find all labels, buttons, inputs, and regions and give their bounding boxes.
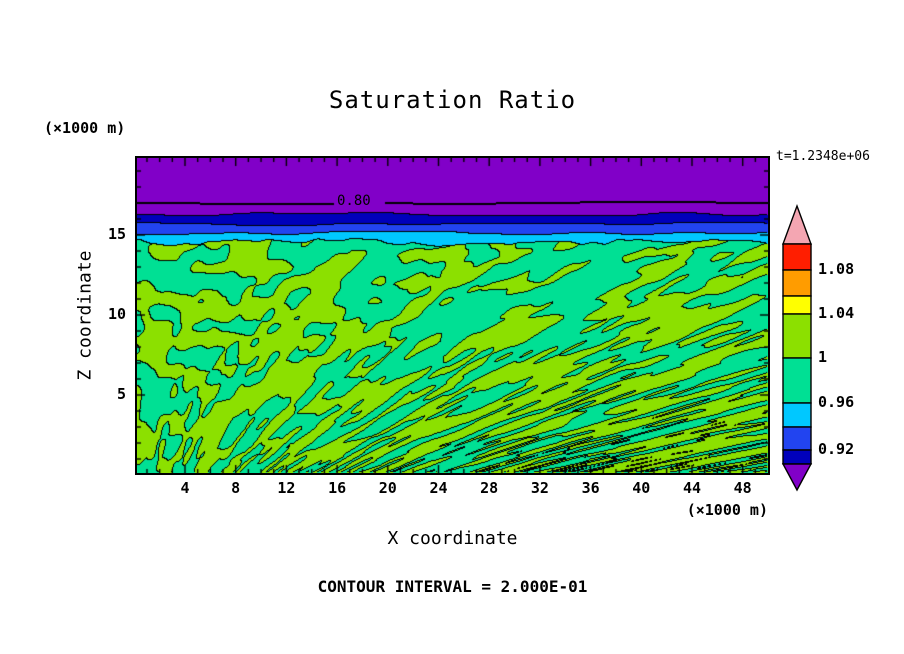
x-axis-label: X coordinate <box>387 528 518 549</box>
x-tick-label: 48 <box>733 479 752 497</box>
colorbar-segment-navy <box>782 449 812 465</box>
colorbar-segment-cyan <box>782 402 812 428</box>
colorbar-tick-label: 1.04 <box>818 304 855 322</box>
colorbar-segment-teal <box>782 357 812 404</box>
plot-frame <box>135 156 770 475</box>
colorbar-tick-label: 0.92 <box>818 440 855 458</box>
contour-line-label: 0.80 <box>337 193 371 209</box>
x-tick-label: 28 <box>480 479 499 497</box>
x-tick-label: 12 <box>277 479 296 497</box>
colorbar-segment-pink <box>781 203 813 245</box>
contour-field-canvas <box>137 158 768 473</box>
colorbar-tick-label: 1.08 <box>818 260 855 278</box>
contour-interval-note: CONTOUR INTERVAL = 2.000E-01 <box>317 577 588 596</box>
x-axis-units: (×1000 m) <box>686 501 768 519</box>
colorbar-segment-purple <box>781 463 813 492</box>
colorbar-tick-label: 0.96 <box>818 393 855 411</box>
x-tick-label: 44 <box>682 479 702 497</box>
colorbar-tick-label: 1 <box>818 348 828 366</box>
x-tick-label: 24 <box>429 479 448 497</box>
x-tick-label: 40 <box>632 479 651 497</box>
colorbar-segment-yellow_green <box>782 313 812 359</box>
x-tick-label: 32 <box>530 479 549 497</box>
colorbar-segment-orange <box>782 269 812 297</box>
colorbar-segment-blue <box>782 426 812 451</box>
chart-title: Saturation Ratio <box>328 86 577 114</box>
x-tick-label: 36 <box>581 479 600 497</box>
x-tick-label: 4 <box>180 479 190 497</box>
time-annotation: t=1.2348e+06 <box>776 149 870 164</box>
z-tick-label: 10 <box>107 305 126 323</box>
colorbar <box>781 203 813 492</box>
z-tick-label: 15 <box>107 225 126 243</box>
colorbar-segment-red <box>782 243 812 271</box>
x-tick-label: 16 <box>328 479 347 497</box>
z-tick-label: 5 <box>116 385 126 403</box>
colorbar-segment-yellow <box>782 295 812 315</box>
y-axis-units: (×1000 m) <box>44 119 126 137</box>
x-tick-label: 20 <box>378 479 397 497</box>
x-tick-label: 8 <box>231 479 241 497</box>
